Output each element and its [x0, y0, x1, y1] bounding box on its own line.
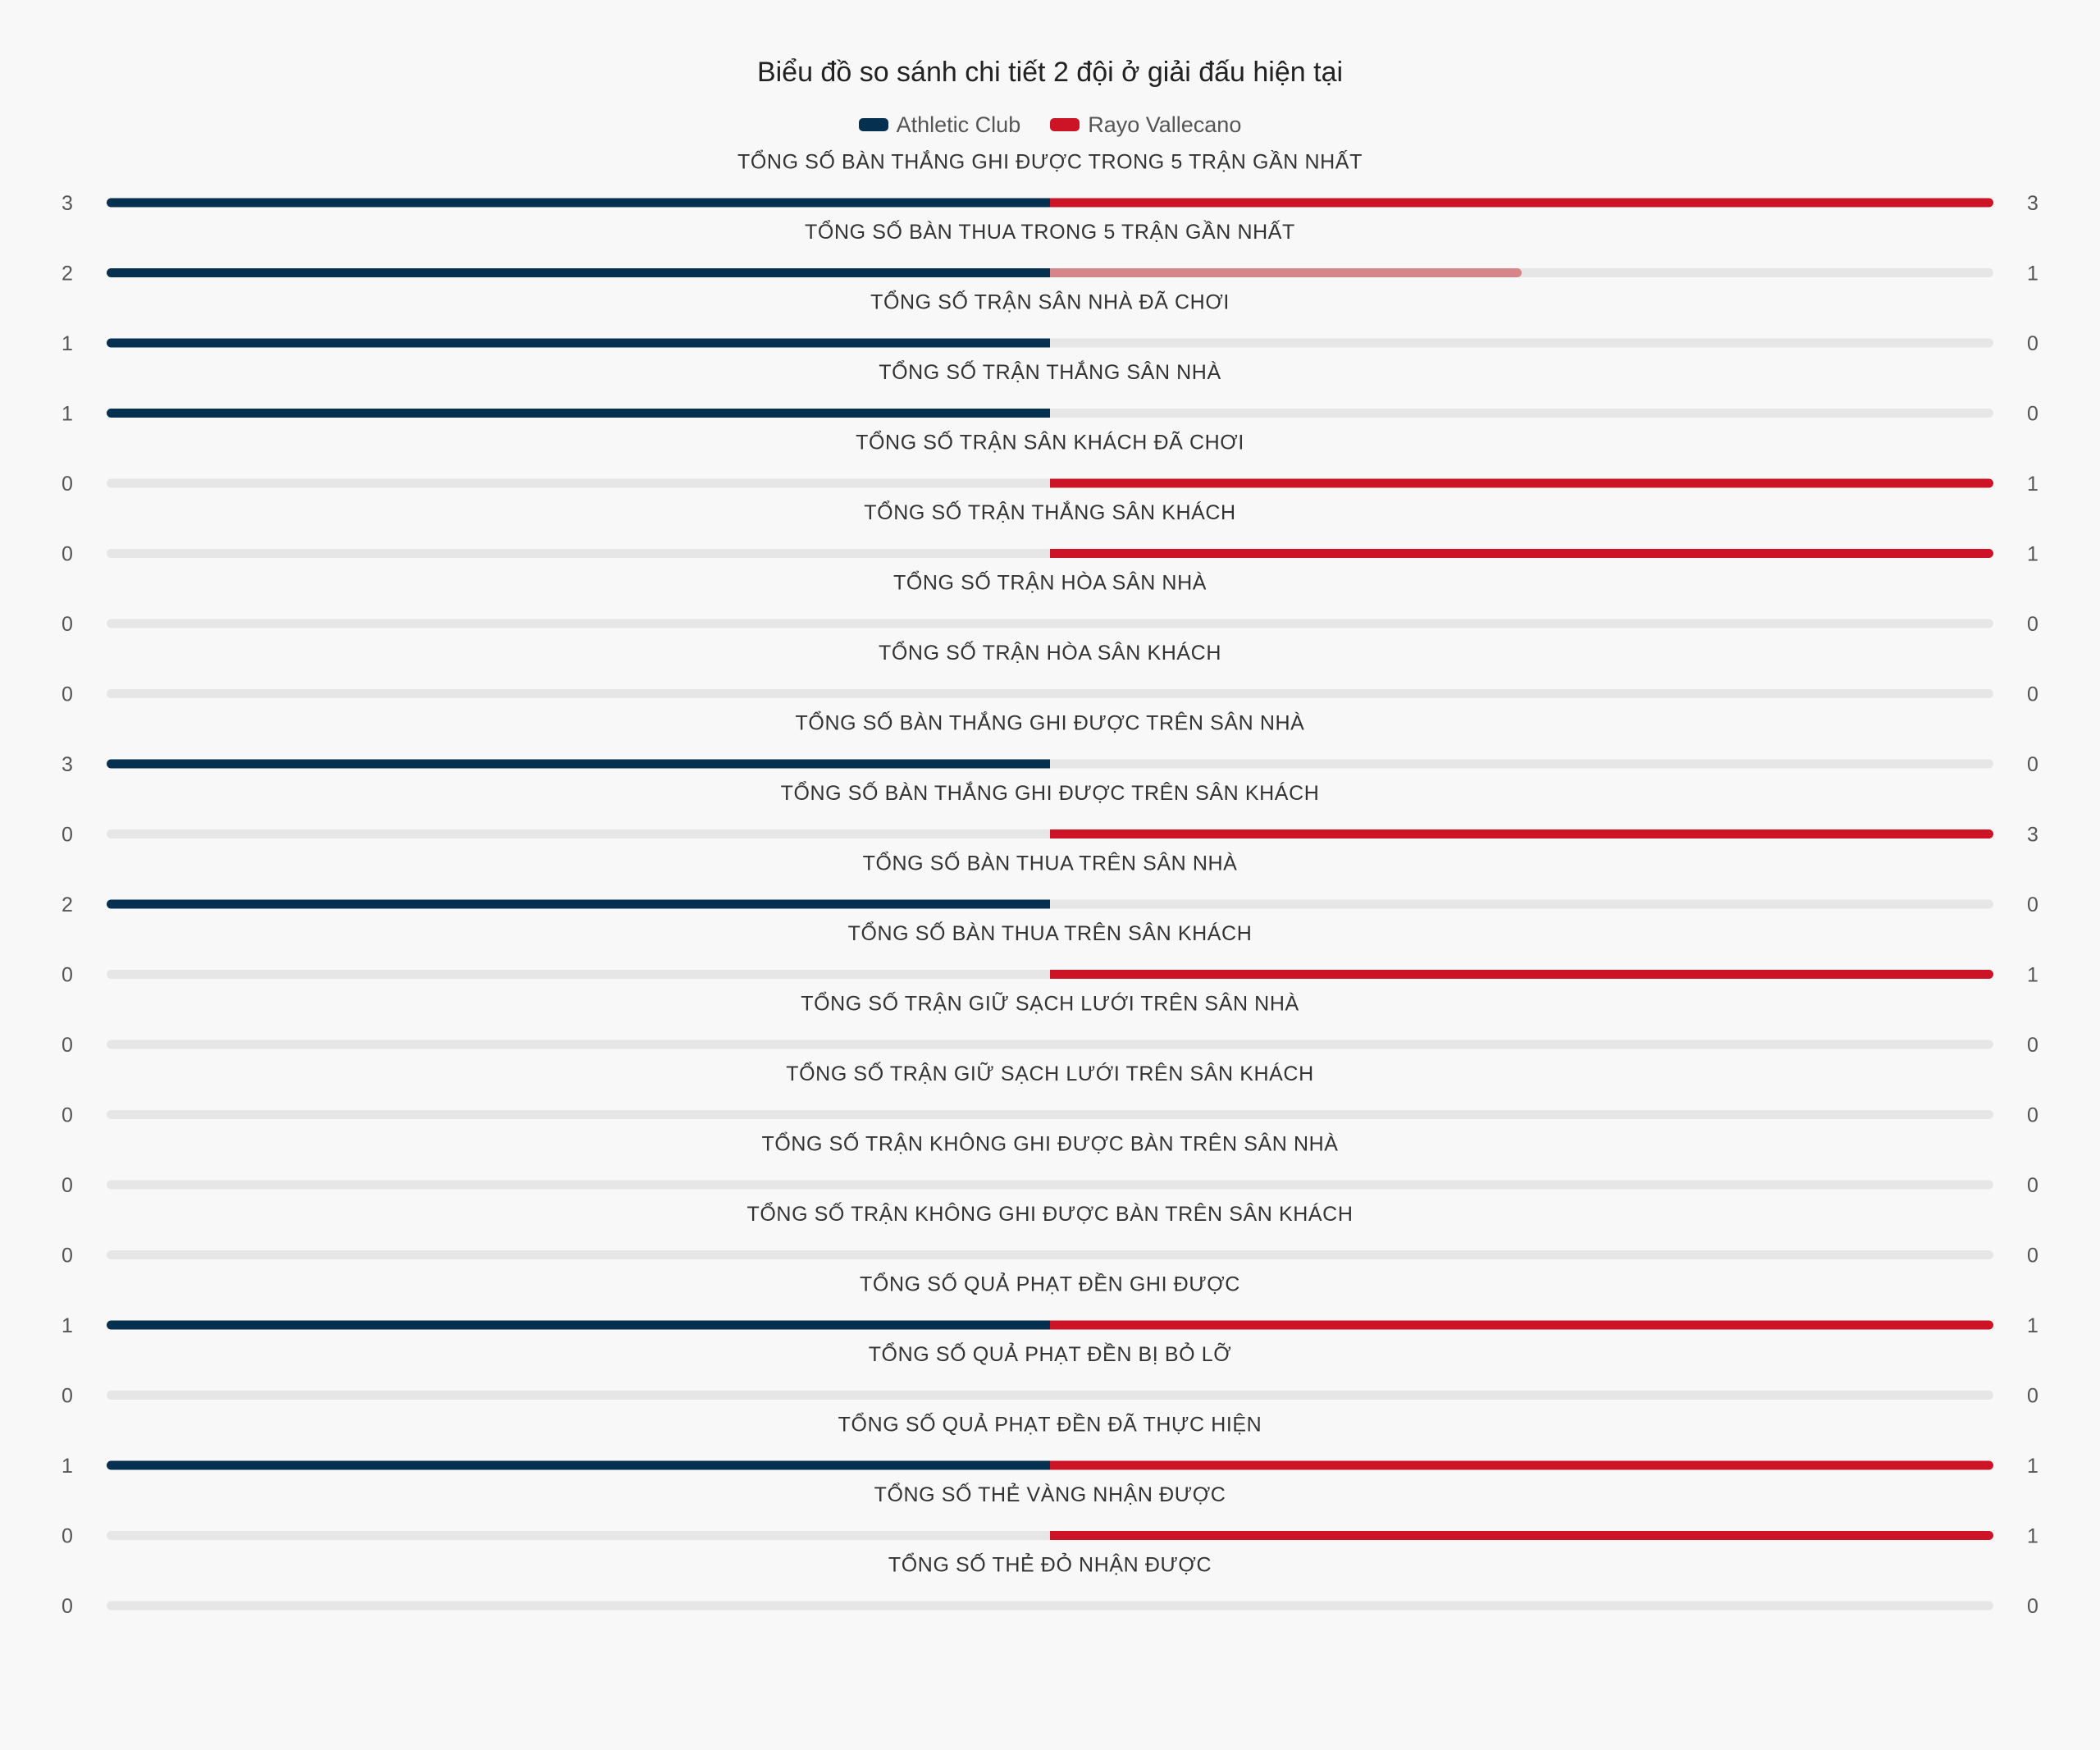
value-label-athletic-club: 0 — [62, 613, 73, 636]
category-label: TỔNG SỐ BÀN THẮNG GHI ĐƯỢC TRÊN SÂN NHÀ — [796, 711, 1305, 735]
bar-rayo-vallecano — [1050, 970, 1994, 979]
value-label-athletic-club: 0 — [62, 473, 73, 496]
value-label-rayo-vallecano: 1 — [2027, 473, 2038, 496]
category-label: TỔNG SỐ BÀN THUA TRÊN SÂN KHÁCH — [848, 921, 1253, 945]
bar-athletic-club — [107, 409, 1050, 418]
legend-label-rayo-vallecano: Rayo Vallecano — [1088, 112, 1242, 137]
value-label-athletic-club: 0 — [62, 964, 73, 987]
value-label-athletic-club: 1 — [62, 1314, 73, 1337]
bar-rayo-vallecano — [1050, 549, 1994, 558]
value-label-rayo-vallecano: 0 — [2027, 1595, 2038, 1618]
legend-label-athletic-club: Athletic Club — [896, 112, 1021, 137]
bar-track — [107, 689, 1993, 698]
value-label-rayo-vallecano: 1 — [2027, 263, 2038, 286]
category-label: TỔNG SỐ TRẬN HÒA SÂN NHÀ — [893, 570, 1207, 595]
value-label-rayo-vallecano: 1 — [2027, 1525, 2038, 1548]
bar-track — [107, 1180, 1993, 1190]
bar-athletic-club — [107, 268, 1050, 277]
value-label-athletic-club: 2 — [62, 263, 73, 286]
value-label-athletic-club: 0 — [62, 1034, 73, 1057]
category-label: TỔNG SỐ TRẬN THẮNG SÂN NHÀ — [879, 359, 1221, 384]
bar-athletic-club — [107, 1320, 1050, 1330]
value-label-athletic-club: 0 — [62, 1245, 73, 1268]
legend-swatch-athletic-club — [858, 118, 888, 131]
category-label: TỔNG SỐ QUẢ PHẠT ĐỀN ĐÃ THỰC HIỆN — [838, 1412, 1262, 1437]
legend: Athletic Club Rayo Vallecano — [0, 110, 2100, 139]
bar-rayo-vallecano — [1050, 1531, 1994, 1540]
category-label: TỔNG SỐ TRẬN KHÔNG GHI ĐƯỢC BÀN TRÊN SÂN… — [761, 1131, 1338, 1156]
bar-rayo-vallecano — [1050, 478, 1994, 488]
value-label-rayo-vallecano: 0 — [2027, 332, 2038, 355]
legend-item-rayo-vallecano[interactable]: Rayo Vallecano — [1050, 110, 1241, 139]
bar-athletic-club — [107, 899, 1050, 909]
value-label-athletic-club: 0 — [62, 683, 73, 706]
category-label: TỔNG SỐ TRẬN GIỮ SẠCH LƯỚI TRÊN SÂN NHÀ — [801, 991, 1299, 1016]
bar-athletic-club — [107, 338, 1050, 348]
category-label: TỔNG SỐ TRẬN GIỮ SẠCH LƯỚI TRÊN SÂN KHÁC… — [786, 1061, 1313, 1085]
value-label-athletic-club: 0 — [62, 1595, 73, 1618]
value-label-rayo-vallecano: 3 — [2027, 824, 2038, 847]
category-label: TỔNG SỐ BÀN THUA TRONG 5 TRẬN GẦN NHẤT — [805, 219, 1295, 244]
value-label-athletic-club: 0 — [62, 824, 73, 847]
bar-track — [107, 1391, 1993, 1400]
category-label: TỔNG SỐ TRẬN KHÔNG GHI ĐƯỢC BÀN TRÊN SÂN… — [747, 1201, 1354, 1226]
value-label-athletic-club: 2 — [62, 893, 73, 916]
legend-swatch-rayo-vallecano — [1050, 118, 1080, 131]
category-label: TỔNG SỐ TRẬN SÂN NHÀ ĐÃ CHƠI — [870, 290, 1230, 314]
value-label-athletic-club: 3 — [62, 753, 73, 776]
value-label-rayo-vallecano: 0 — [2027, 753, 2038, 776]
category-label: TỔNG SỐ TRẬN HÒA SÂN KHÁCH — [879, 640, 1221, 665]
value-label-athletic-club: 0 — [62, 543, 73, 566]
value-label-rayo-vallecano: 0 — [2027, 1104, 2038, 1127]
category-label: TỔNG SỐ BÀN THUA TRÊN SÂN NHÀ — [863, 851, 1238, 875]
chart-title: Biểu đồ so sánh chi tiết 2 đội ở giải đấ… — [756, 57, 1344, 88]
value-label-rayo-vallecano: 0 — [2027, 1385, 2038, 1408]
bar-track — [107, 1110, 1993, 1119]
category-label: TỔNG SỐ BÀN THẮNG GHI ĐƯỢC TRÊN SÂN KHÁC… — [781, 780, 1320, 805]
bar-track — [107, 1039, 1993, 1049]
category-label: TỔNG SỐ THẺ ĐỎ NHẬN ĐƯỢC — [888, 1552, 1212, 1577]
value-label-athletic-club: 0 — [62, 1385, 73, 1408]
category-label: TỔNG SỐ QUẢ PHẠT ĐỀN GHI ĐƯỢC — [860, 1272, 1240, 1296]
value-label-rayo-vallecano: 1 — [2027, 1314, 2038, 1337]
category-label: TỔNG SỐ QUẢ PHẠT ĐỀN BỊ BỎ LỠ — [869, 1341, 1232, 1366]
bar-athletic-club — [107, 759, 1050, 769]
bar-rayo-vallecano — [1050, 1460, 1994, 1470]
category-label: TỔNG SỐ TRẬN THẮNG SÂN KHÁCH — [864, 500, 1235, 524]
category-label: TỔNG SỐ BÀN THẮNG GHI ĐƯỢC TRONG 5 TRẬN … — [737, 149, 1363, 174]
bar-athletic-club — [107, 198, 1050, 208]
legend-item-athletic-club[interactable]: Athletic Club — [858, 110, 1021, 139]
value-label-athletic-club: 0 — [62, 1174, 73, 1197]
value-label-rayo-vallecano: 0 — [2027, 1245, 2038, 1268]
value-label-rayo-vallecano: 0 — [2027, 1174, 2038, 1197]
value-label-athletic-club: 0 — [62, 1104, 73, 1127]
value-label-rayo-vallecano: 0 — [2027, 683, 2038, 706]
category-label: TỔNG SỐ THẺ VÀNG NHẬN ĐƯỢC — [874, 1482, 1226, 1506]
value-label-rayo-vallecano: 3 — [2027, 192, 2038, 215]
value-label-rayo-vallecano: 0 — [2027, 613, 2038, 636]
value-label-athletic-club: 0 — [62, 1525, 73, 1548]
bar-track — [107, 1601, 1993, 1611]
bar-track — [107, 619, 1993, 628]
category-label: TỔNG SỐ TRẬN SÂN KHÁCH ĐÃ CHƠI — [856, 430, 1244, 455]
value-label-athletic-club: 1 — [62, 1455, 73, 1478]
bar-rayo-vallecano — [1050, 268, 1522, 277]
value-label-athletic-club: 1 — [62, 332, 73, 355]
value-label-rayo-vallecano: 0 — [2027, 403, 2038, 426]
value-label-rayo-vallecano: 0 — [2027, 1034, 2038, 1057]
bar-rayo-vallecano — [1050, 1320, 1994, 1330]
value-label-rayo-vallecano: 0 — [2027, 893, 2038, 916]
value-label-rayo-vallecano: 1 — [2027, 964, 2038, 987]
bar-track — [107, 1250, 1993, 1259]
value-label-athletic-club: 3 — [62, 192, 73, 215]
bar-rayo-vallecano — [1050, 198, 1994, 208]
value-label-rayo-vallecano: 1 — [2027, 543, 2038, 566]
bar-athletic-club — [107, 1460, 1050, 1470]
value-label-athletic-club: 1 — [62, 403, 73, 426]
bar-rayo-vallecano — [1050, 829, 1994, 838]
value-label-rayo-vallecano: 1 — [2027, 1455, 2038, 1478]
